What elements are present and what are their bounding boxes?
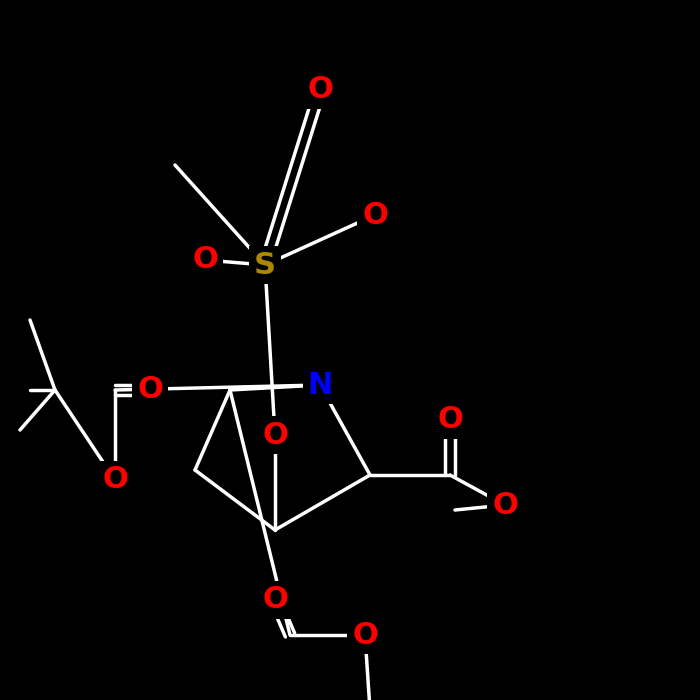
Text: O: O [352, 620, 378, 650]
Text: O: O [137, 375, 163, 405]
Text: O: O [437, 405, 463, 435]
Text: O: O [192, 246, 218, 274]
Text: O: O [362, 200, 388, 230]
Text: S: S [254, 251, 276, 279]
Text: O: O [102, 466, 128, 494]
Text: O: O [262, 585, 288, 615]
Text: N: N [307, 370, 332, 400]
Text: O: O [307, 76, 333, 104]
Text: O: O [262, 421, 288, 449]
Text: O: O [492, 491, 518, 519]
